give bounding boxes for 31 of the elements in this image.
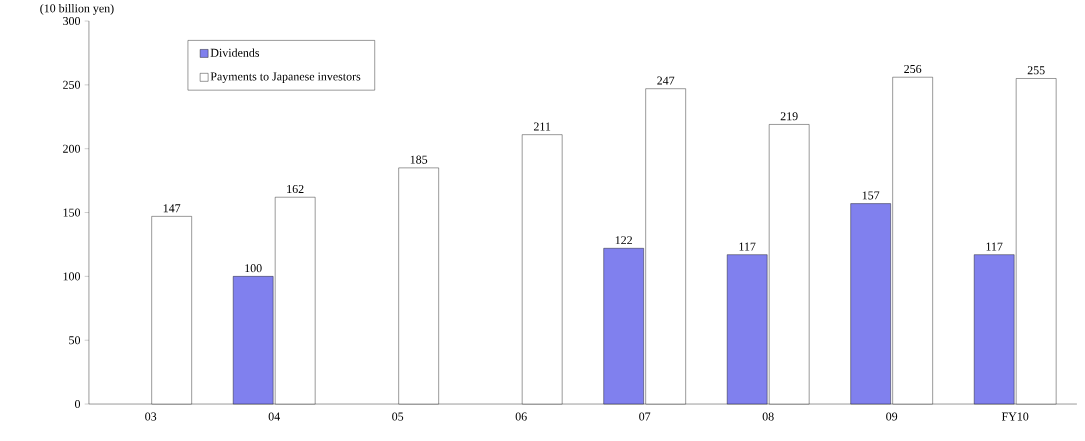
x-tick-label: 05 (392, 412, 404, 421)
data-label: 247 (657, 76, 675, 85)
y-tick-label: 300 (63, 16, 81, 26)
x-tick-label: 08 (762, 412, 774, 421)
y-tick-label: 0 (74, 399, 81, 409)
y-tick-label: 150 (63, 208, 81, 217)
legend-label: Payments to Japanese investors (210, 72, 361, 83)
legend-label: Dividends (210, 48, 260, 57)
data-label: 211 (533, 122, 551, 131)
y-axis-title: (10 billion yen) (40, 3, 114, 15)
data-label: 162 (287, 184, 304, 193)
y-tick-label: 250 (63, 80, 81, 89)
x-tick-label: 04 (268, 412, 280, 421)
x-tick-label: 07 (639, 412, 651, 421)
data-label: 117 (986, 242, 1003, 251)
data-label: 147 (163, 204, 181, 213)
x-tick-label: FY10 (1001, 412, 1029, 421)
x-tick-label: 03 (145, 412, 157, 421)
data-label: 256 (904, 64, 922, 73)
data-label: 100 (245, 264, 262, 273)
y-tick-label: 50 (69, 336, 81, 345)
x-tick-label: 09 (886, 412, 898, 421)
data-label: 219 (780, 112, 798, 121)
x-tick-label: 06 (515, 412, 527, 421)
y-tick-label: 200 (63, 144, 81, 153)
data-label: 117 (739, 242, 756, 251)
data-label: 122 (615, 236, 632, 245)
y-tick-label: 100 (63, 272, 81, 281)
data-label: 185 (410, 155, 428, 164)
data-label: 157 (862, 191, 880, 200)
data-label: 255 (1027, 66, 1045, 75)
